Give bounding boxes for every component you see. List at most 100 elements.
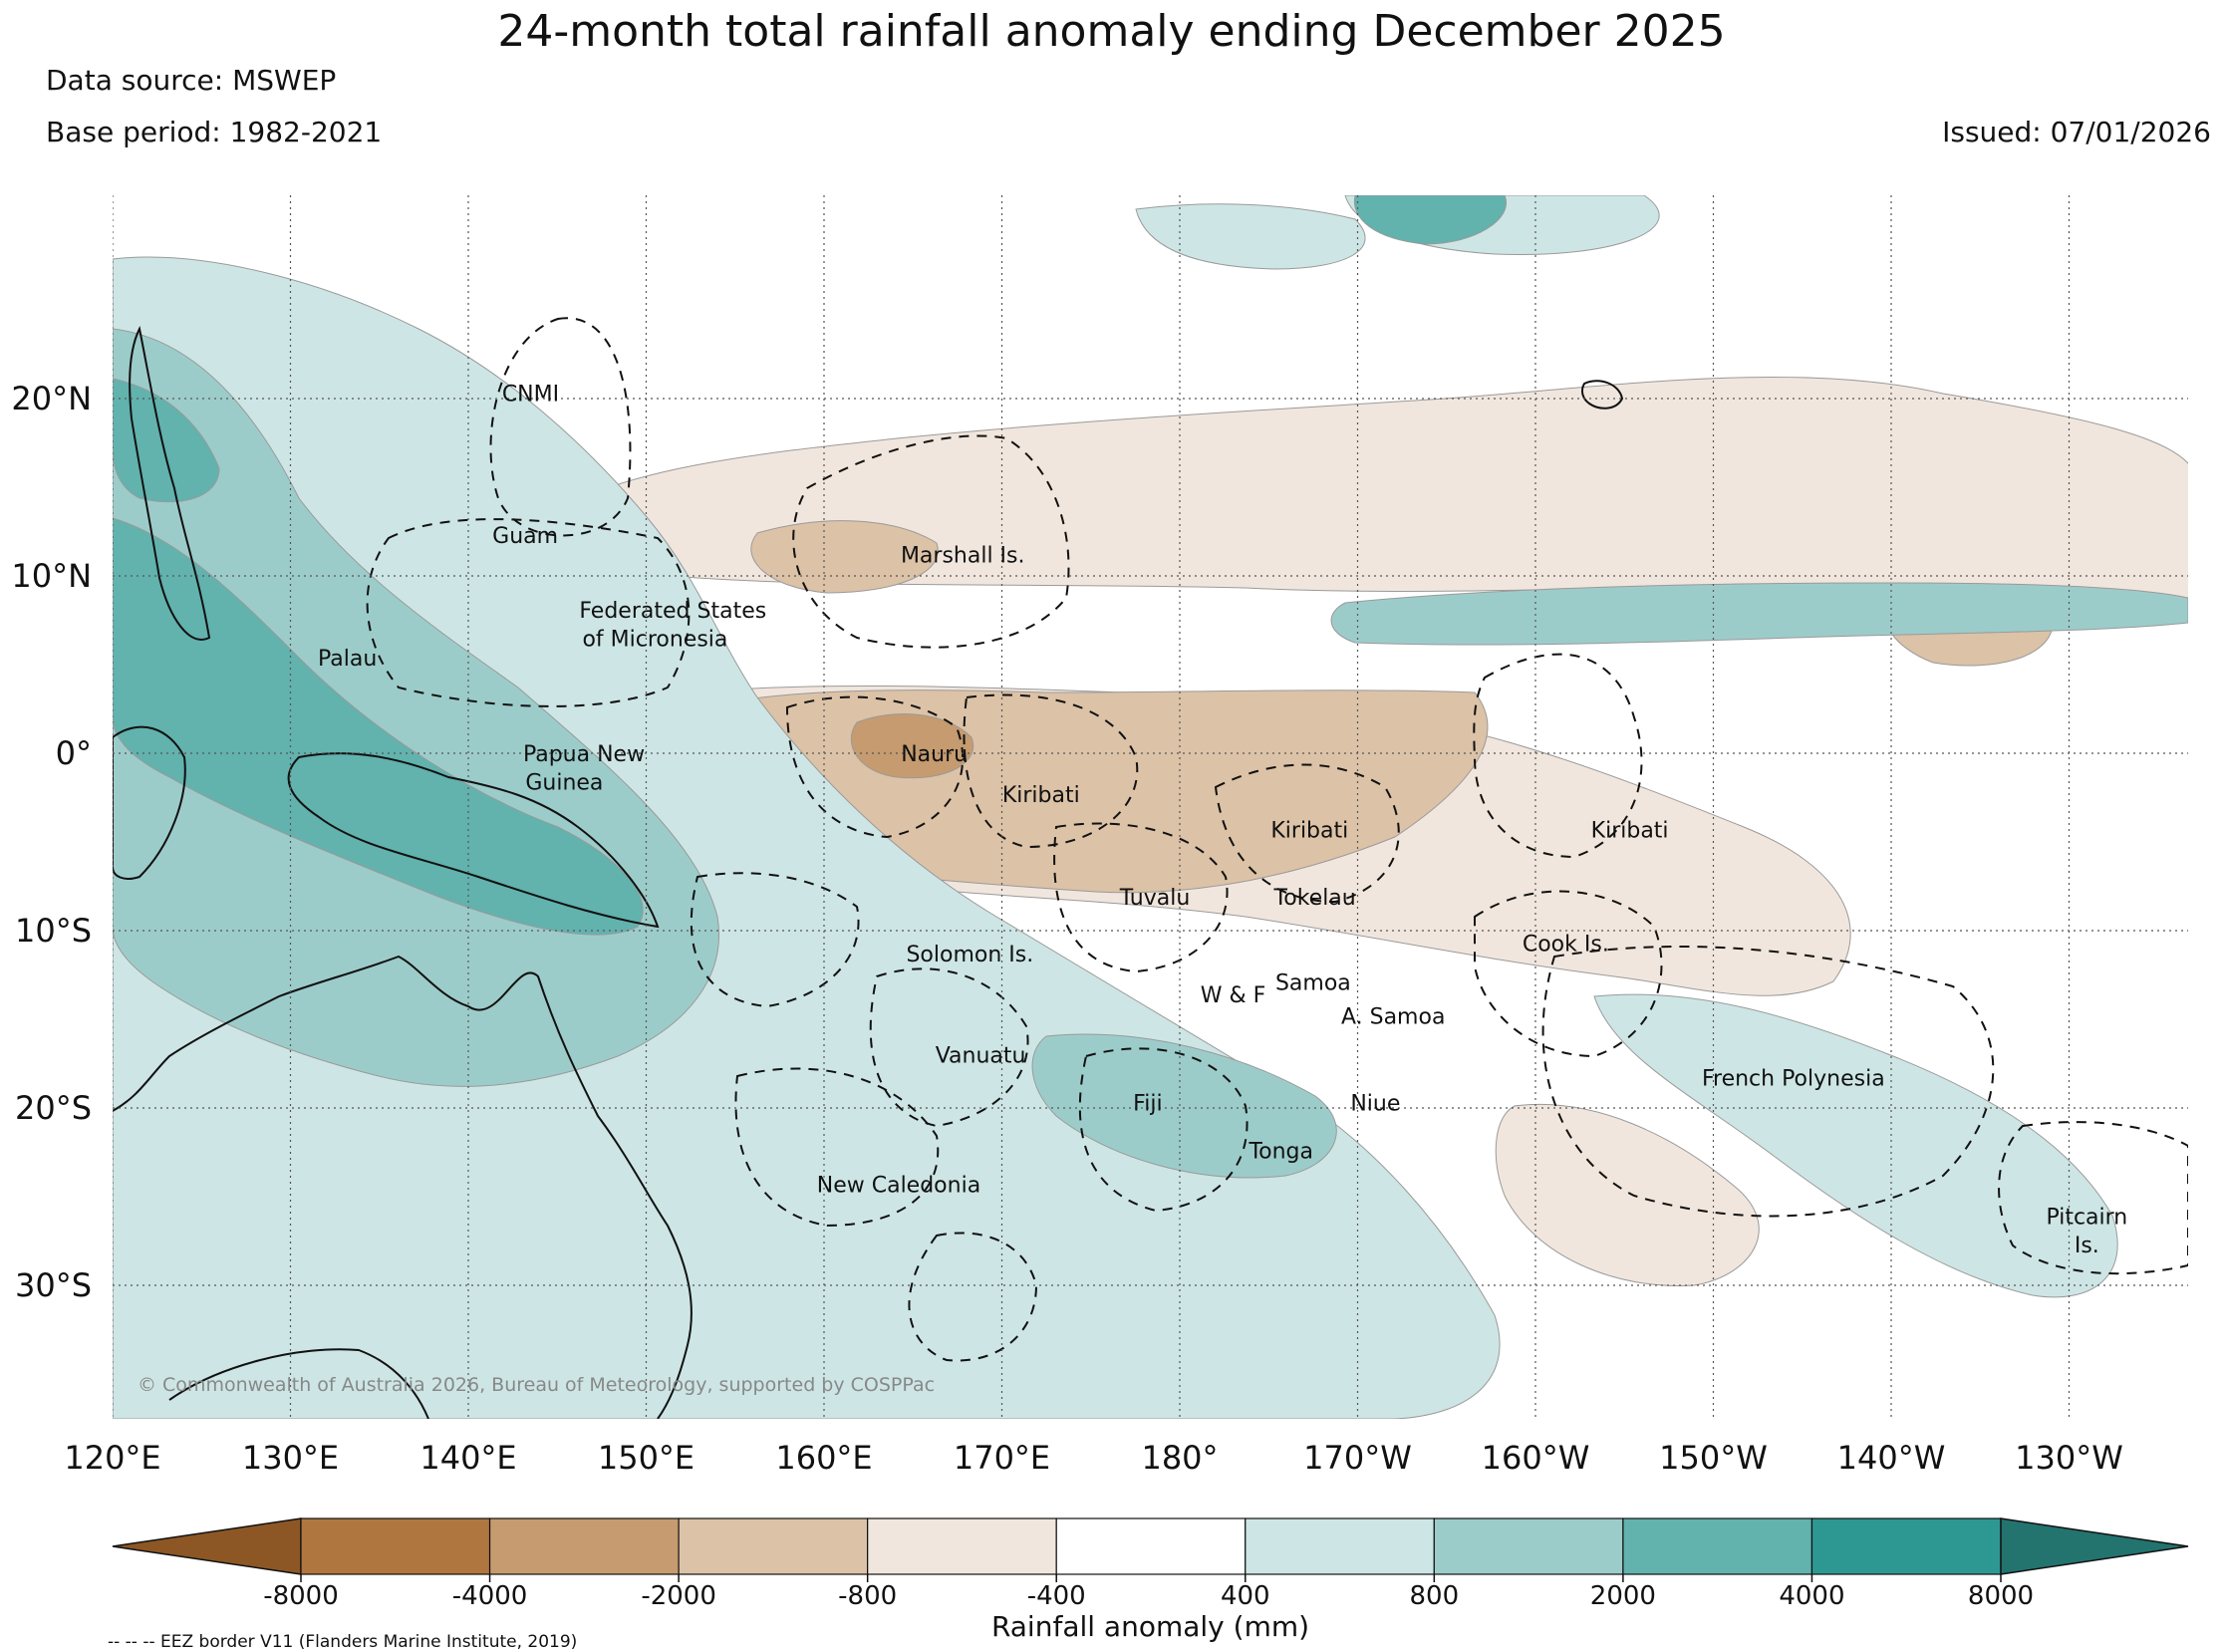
eez-source-note: -- -- -- EEZ border V11 (Flanders Marine… — [108, 1632, 578, 1652]
colorbar-extend-high — [2000, 1517, 2189, 1575]
region-label: Vanuatu — [936, 1044, 1026, 1069]
data-source: Data source: MSWEP — [46, 64, 337, 97]
region-label: Guam — [492, 524, 558, 549]
longitude-tick-label: 170°E — [954, 1439, 1050, 1477]
region-label: Cook Is. — [1523, 932, 1609, 957]
colorbar-bin — [678, 1517, 869, 1575]
coastlines — [113, 325, 1624, 1419]
colorbar-tick-label: -800 — [838, 1581, 897, 1611]
longitude-tick-label: 180° — [1141, 1439, 1218, 1477]
longitude-labels: 120°E 130°E 140°E 150°E 160°E 170°E 180° 170°W 1… — [64, 1439, 2123, 1477]
coastline-philippines — [129, 325, 211, 641]
region-label: Kiribati — [1270, 819, 1348, 844]
longitude-tick-label: 160°W — [1482, 1439, 1590, 1477]
longitude-tick-label: 130°E — [242, 1439, 339, 1477]
colorbar-bin — [1433, 1517, 1624, 1575]
eez-nauru-kiribati — [785, 693, 1139, 849]
issued-date: Issued: 07/01/2026 — [1942, 116, 2211, 148]
longitude-tick-label: 130°W — [2015, 1439, 2123, 1477]
region-label: Palau — [318, 647, 377, 672]
base-period: Base period: 1982-2021 — [46, 116, 383, 148]
colorbar-tick-label: 8000 — [1968, 1581, 2034, 1611]
eez-kiribati-east — [1473, 653, 1643, 859]
region-label: Guinea — [525, 770, 603, 795]
colorbar-bin — [1055, 1517, 1247, 1575]
latitude-tick-label: 0° — [56, 734, 92, 772]
colorbar-title: Rainfall anomaly (mm) — [991, 1610, 1309, 1643]
region-label: of Micronesia — [582, 627, 727, 652]
colorbar-bin — [1622, 1517, 1813, 1575]
region-label: Kiribati — [1591, 819, 1669, 844]
region-label: Is. — [2075, 1234, 2099, 1258]
colorbar: -8000 -4000 -2000 -800 -400 400 800 2000 4000 800… — [112, 1517, 2189, 1643]
region-label: Niue — [1350, 1092, 1400, 1117]
eez-cnmi-guam — [489, 317, 632, 537]
eez-solomon — [690, 872, 860, 1008]
colorbar-extend-low — [112, 1517, 302, 1575]
region-label: Solomon Is. — [906, 943, 1033, 967]
region-label: W & F — [1201, 983, 1266, 1008]
anomaly-region-dry1 — [542, 376, 2188, 607]
anomaly-region-wet2-band — [1330, 582, 2188, 646]
colorbar-bin — [1245, 1517, 1435, 1575]
region-label: Tuvalu — [1119, 886, 1191, 911]
region-label: A. Samoa — [1341, 1004, 1445, 1029]
colorbar-tick-label: -2000 — [641, 1581, 716, 1611]
colorbar-tick-label: -8000 — [263, 1581, 339, 1611]
longitude-tick-label: 140°E — [419, 1439, 516, 1477]
longitude-tick-label: 160°E — [775, 1439, 872, 1477]
region-label: Pitcairn — [2046, 1206, 2127, 1231]
anomaly-region-dry1-far — [1495, 1104, 1760, 1286]
coastline-australia — [113, 955, 693, 1419]
region-label: Tokelau — [1273, 886, 1356, 911]
coastline-new-guinea — [287, 752, 660, 929]
region-label: Kiribati — [1002, 783, 1080, 808]
anomaly-region-wet2-south — [1031, 1033, 1337, 1179]
coastline-new-zealand — [168, 1348, 429, 1419]
eez-vanuatu-fiji — [869, 967, 1249, 1213]
colorbar-tick-label: 800 — [1410, 1581, 1460, 1611]
region-label: CNMI — [502, 383, 559, 408]
region-label: Samoa — [1275, 971, 1351, 996]
coastline-borneo — [113, 725, 186, 880]
region-label: Nauru — [901, 742, 968, 767]
anomaly-region-wet3-north — [1353, 195, 1507, 245]
eez-marshall — [792, 434, 1070, 649]
colorbar-tick-label: -400 — [1027, 1581, 1086, 1611]
eez-norfolk — [908, 1232, 1038, 1362]
region-label: Marshall Is. — [901, 544, 1025, 569]
anomaly-region-wet1-east — [1593, 993, 2118, 1298]
latitude-tick-label: 30°S — [15, 1266, 92, 1304]
colorbar-bin — [1810, 1517, 2002, 1575]
graticule — [113, 195, 2188, 1419]
eez-fsm — [366, 518, 691, 707]
chart-title: 24-month total rainfall anomaly ending D… — [497, 6, 1726, 57]
colorbar-bin — [867, 1517, 1057, 1575]
eez-kiribati-central — [1214, 763, 1400, 904]
region-label: Papua New — [523, 742, 645, 767]
region-label: New Caledonia — [817, 1174, 980, 1199]
longitude-tick-label: 140°W — [1837, 1439, 1946, 1477]
region-label: French Polynesia — [1702, 1067, 1885, 1092]
latitude-tick-label: 10°N — [11, 557, 92, 595]
longitude-tick-label: 150°W — [1659, 1439, 1768, 1477]
colorbar-tick-label: -4000 — [452, 1581, 528, 1611]
longitude-tick-label: 120°E — [64, 1439, 160, 1477]
map-area: © Commonwealth of Australia 2026, Bureau… — [113, 195, 2188, 1419]
latitude-labels: 20°N 10°N 0° 10°S 20°S 30°S — [11, 380, 92, 1304]
eez-pitcairn — [1998, 1121, 2188, 1275]
longitude-tick-label: 150°E — [598, 1439, 695, 1477]
eez-tuvalu-tokelau — [1053, 822, 1229, 973]
latitude-tick-label: 10°S — [15, 912, 92, 950]
anomaly-region-dry3 — [850, 713, 974, 779]
colorbar-tick-label: 2000 — [1590, 1581, 1656, 1611]
region-label: Fiji — [1133, 1092, 1162, 1117]
colorbar-bin — [300, 1517, 491, 1575]
longitude-tick-label: 170°W — [1303, 1439, 1412, 1477]
copyright-notice: © Commonwealth of Australia 2026, Bureau… — [138, 1374, 935, 1396]
anomaly-region-dry2-north — [750, 520, 939, 594]
colorbar-bin — [488, 1517, 680, 1575]
eez-new-caledonia — [734, 1067, 940, 1228]
region-label: Tonga — [1248, 1140, 1313, 1165]
